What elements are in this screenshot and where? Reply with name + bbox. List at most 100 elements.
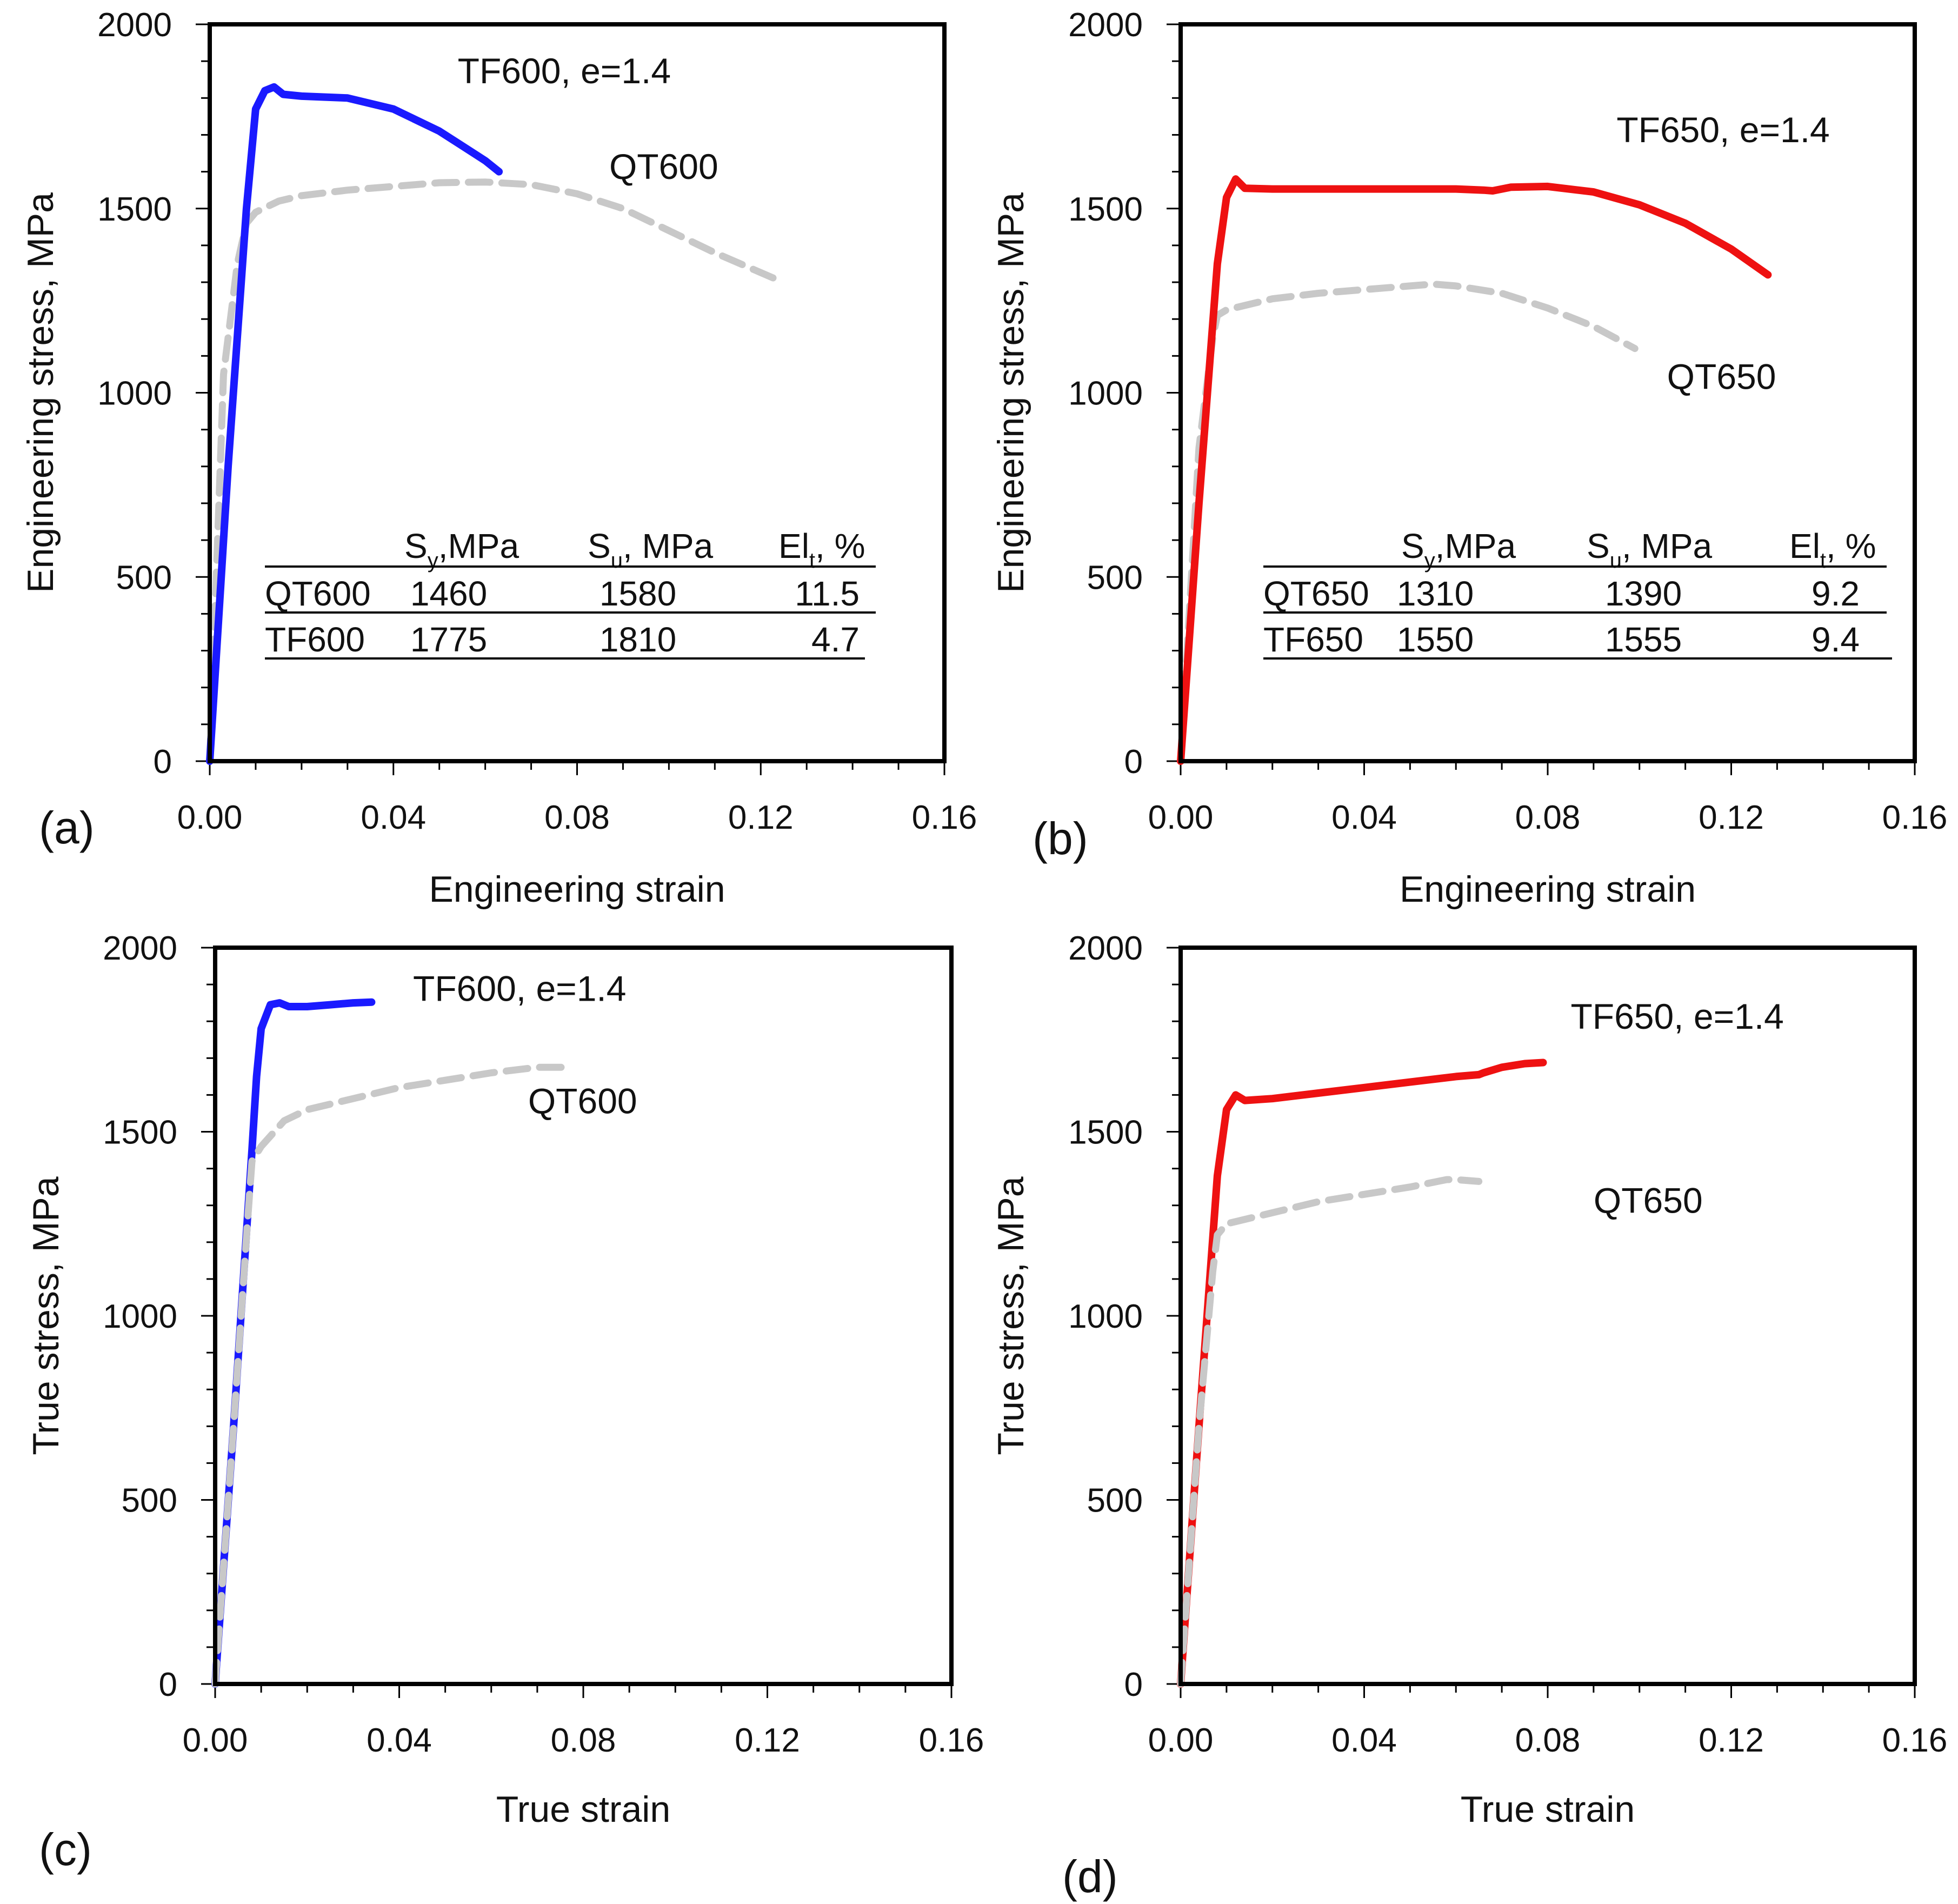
x-tick-label: 0.04 [361, 799, 426, 836]
table-cell-name: QT600 [265, 574, 371, 613]
y-tick-label: 1500 [97, 191, 172, 228]
series-annotation: QT650 [1594, 1180, 1703, 1220]
y-tick-label: 1500 [1068, 191, 1143, 228]
table-cell-name: TF650 [1263, 620, 1363, 659]
x-tick-label: 0.12 [1699, 799, 1764, 836]
y-tick-label: 1000 [97, 375, 172, 412]
x-tick-label: 0.12 [735, 1722, 800, 1759]
series-line-qt650 [1177, 281, 1639, 765]
x-tick-label: 0.16 [1882, 1722, 1948, 1759]
properties-table: Sy,MPa Su, MPa Elt, % QT600 1460 1580 11.5 TF60… [265, 527, 876, 660]
chart-panel-b: 0.00 0.04 0.08 0.12 0.16 0 500 1000 1500 2000 Engi… [990, 6, 1947, 910]
x-tick-label: 0.00 [1148, 799, 1214, 836]
y-tick-label: 1000 [103, 1298, 177, 1335]
y-tick-label: 1500 [103, 1114, 177, 1151]
series-line-qt650 [1177, 1176, 1483, 1688]
x-tick-label: 0.04 [1331, 799, 1397, 836]
properties-table: Sy,MPa Su, MPa Elt, % QT650 1310 1390 9.2 TF650… [1263, 527, 1892, 660]
y-tick-label: 2000 [1068, 930, 1143, 967]
table-cell-sy: 1550 [1397, 620, 1474, 659]
y-tick-label: 1000 [1068, 375, 1143, 412]
plot-frame [1178, 22, 1917, 763]
table-header-el: Elt, % [1789, 527, 1876, 572]
x-tick-label: 0.08 [551, 1722, 616, 1759]
x-axis-label: True strain [1461, 1789, 1635, 1830]
table-header-sy: Sy,MPa [1401, 527, 1516, 572]
chart-panel-a: 0.00 0.04 0.08 0.12 0.16 0 500 1000 1500 2000 Engi… [20, 6, 977, 910]
table-cell-su: 1555 [1605, 620, 1682, 659]
series-annotation: QT650 [1667, 357, 1776, 397]
x-tick-label: 0.12 [728, 799, 794, 836]
series-annotation: QT600 [609, 147, 718, 187]
table-header-el: Elt, % [778, 527, 865, 572]
y-tick-label: 2000 [103, 930, 177, 967]
x-tick-label: 0.00 [177, 799, 243, 836]
y-tick-label: 2000 [1068, 6, 1143, 44]
panel-label: (b) [1033, 813, 1088, 864]
x-tick-label: 0.16 [919, 1722, 984, 1759]
x-axis-label: Engineering strain [429, 869, 725, 910]
x-tick-label: 0.12 [1699, 1722, 1764, 1759]
series-annotation: QT600 [528, 1081, 637, 1121]
table-cell-sy: 1460 [410, 574, 487, 613]
x-tick-label: 0.16 [1882, 799, 1948, 836]
series-annotation: TF600, e=1.4 [458, 51, 671, 91]
table-cell-su: 1580 [600, 574, 676, 613]
y-tick-label: 500 [122, 1482, 177, 1520]
x-tick-label: 0.04 [1331, 1722, 1397, 1759]
y-tick-label: 0 [154, 743, 172, 781]
table-cell-name: QT650 [1263, 574, 1369, 613]
table-header-sy: Sy,MPa [404, 527, 519, 572]
x-axis-label: Engineering strain [1400, 869, 1696, 910]
series-annotation: TF650, e=1.4 [1570, 996, 1783, 1036]
series-annotation: TF600, e=1.4 [413, 969, 626, 1009]
table-cell-su: 1390 [1605, 574, 1682, 613]
table-cell-sy: 1775 [410, 620, 487, 659]
plot-frame [208, 22, 947, 763]
table-cell-su: 1810 [600, 620, 676, 659]
table-cell-sy: 1310 [1397, 574, 1474, 613]
panel-label: (d) [1062, 1851, 1118, 1902]
table-cell-el: 9.4 [1812, 620, 1860, 659]
table-cell-el: 9.2 [1812, 574, 1860, 613]
table-header-su: Su, MPa [1587, 527, 1713, 572]
x-tick-label: 0.08 [1515, 799, 1581, 836]
y-tick-label: 500 [116, 559, 172, 596]
y-tick-label: 500 [1087, 1482, 1143, 1520]
series-line-tf650 [1177, 1058, 1547, 1688]
panel-label: (a) [39, 802, 95, 853]
panel-label: (c) [39, 1824, 92, 1875]
y-tick-label: 1000 [1068, 1298, 1143, 1335]
y-tick-label: 0 [1124, 1666, 1143, 1703]
y-tick-label: 0 [159, 1666, 177, 1703]
y-axis-label: Engineering stress, MPa [990, 192, 1031, 593]
series-line-qt600 [211, 1063, 573, 1688]
x-axis-label: True strain [496, 1789, 670, 1830]
chart-panel-c: 0.00 0.04 0.08 0.12 0.16 0 500 1000 1500 2000 True… [25, 930, 984, 1875]
table-cell-name: TF600 [265, 620, 365, 659]
series-line-tf650 [1177, 175, 1772, 765]
chart-panel-d: 0.00 0.04 0.08 0.12 0.16 0 500 1000 1500 2000 True… [990, 930, 1947, 1902]
x-tick-label: 0.00 [183, 1722, 248, 1759]
series-annotation: TF650, e=1.4 [1616, 110, 1829, 150]
y-tick-label: 0 [1124, 743, 1143, 781]
x-tick-label: 0.00 [1148, 1722, 1214, 1759]
y-axis-label: True stress, MPa [990, 1176, 1031, 1455]
table-cell-el: 4.7 [811, 620, 860, 659]
x-tick-label: 0.08 [1515, 1722, 1581, 1759]
series-line-qt600 [206, 178, 778, 765]
series-line-tf600 [206, 83, 503, 765]
y-axis-label: True stress, MPa [25, 1176, 66, 1455]
y-axis-label: Engineering stress, MPa [20, 192, 61, 593]
y-tick-label: 500 [1087, 559, 1143, 596]
x-tick-label: 0.16 [912, 799, 977, 836]
x-tick-label: 0.08 [544, 799, 610, 836]
table-cell-el: 11.5 [795, 574, 860, 613]
y-tick-label: 2000 [97, 6, 172, 44]
plot-frame [213, 946, 954, 1686]
x-tick-label: 0.04 [367, 1722, 432, 1759]
y-tick-label: 1500 [1068, 1114, 1143, 1151]
table-header-su: Su, MPa [588, 527, 714, 572]
plot-frame [1178, 946, 1917, 1686]
